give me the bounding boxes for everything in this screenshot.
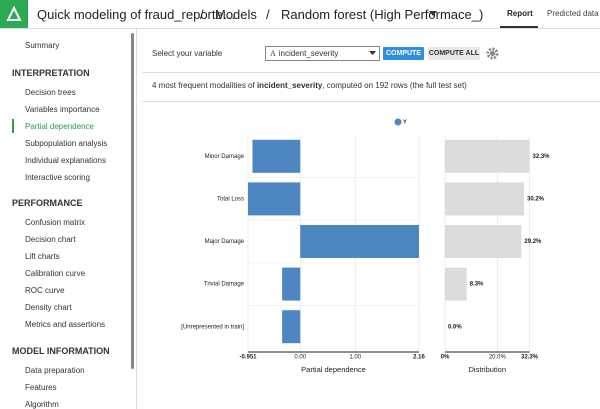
separator: /: [266, 7, 270, 22]
category-label: Minor Damage: [205, 154, 245, 160]
divider: [142, 101, 600, 102]
sidebar-item[interactable]: ROC curve: [25, 286, 65, 295]
x-tick-label: 32.3%: [521, 355, 539, 361]
summary-suffix: , computed on 192 rows (the full test se…: [322, 81, 467, 90]
select-caret: [369, 51, 376, 55]
sidebar-item[interactable]: Lift charts: [25, 252, 60, 262]
legend-label: Y: [403, 119, 407, 125]
dropdown-caret[interactable]: [428, 10, 438, 18]
x-tick-label: 2.16: [413, 355, 425, 361]
sidebar-item[interactable]: Metrics and assertions: [25, 319, 106, 329]
chart: -0.951 0.00 1.00 2.16 Partial dependence Mino…: [181, 118, 551, 374]
section-title: MODEL INFORMATION: [12, 345, 110, 356]
sidebar-item[interactable]: Subpopulation analysis: [25, 138, 108, 148]
bar: [282, 267, 301, 301]
bar: [248, 182, 301, 216]
sidebar-item[interactable]: Decision chart: [25, 235, 76, 245]
x-axis-title: Partial dependence: [301, 365, 366, 374]
bar: [445, 182, 525, 216]
category-label: Total Loss: [217, 196, 244, 202]
breadcrumb[interactable]: Models: [215, 7, 257, 22]
section-title: PERFORMANCE: [12, 198, 83, 209]
value-label: 29.2%: [524, 239, 542, 245]
scrollbar[interactable]: [131, 33, 134, 369]
sidebar-item[interactable]: Variables importance: [25, 104, 100, 114]
x-tick-label: 20.0%: [489, 355, 507, 361]
compute-button[interactable]: COMPUTE: [383, 47, 424, 60]
active-marker: [12, 118, 14, 133]
sidebar-item[interactable]: Data preparation: [25, 365, 85, 375]
bar: [282, 310, 301, 344]
sidebar-item[interactable]: Decision trees: [25, 88, 76, 97]
value-label: 0.0%: [448, 324, 462, 330]
variable-label: Select your variable: [152, 49, 223, 58]
variable-value: incident_severity: [278, 49, 339, 58]
bar: [445, 139, 530, 173]
sidebar-item[interactable]: Summary: [25, 41, 60, 50]
summary-variable: incident_severity: [256, 81, 323, 90]
value-label: 30.2%: [527, 196, 545, 202]
sidebar-item[interactable]: Confusion matrix: [25, 218, 86, 228]
x-tick-label: 0%: [441, 355, 450, 361]
sidebar-item[interactable]: Calibration curve: [25, 269, 86, 279]
sidebar-item[interactable]: Algorithm: [25, 399, 59, 409]
bar: [252, 139, 301, 173]
category-label: Trivial Damage: [204, 282, 245, 288]
divider: [142, 72, 600, 73]
x-tick-label: 0.00: [294, 355, 306, 361]
category-label: Major Damage: [205, 239, 245, 245]
category-label: [Unrepresented in train]: [181, 324, 244, 330]
legend-marker: [394, 118, 402, 126]
sidebar-item[interactable]: Density chart: [25, 302, 72, 312]
breadcrumb[interactable]: Random forest (High Performace_): [281, 7, 484, 22]
separator: /: [200, 7, 204, 22]
project-title[interactable]: Quick modeling of fraud_reporte…: [37, 7, 236, 22]
tab-active[interactable]: Report: [507, 9, 533, 18]
x-axis-title: Distribution: [468, 365, 506, 374]
tab[interactable]: Predicted data: [547, 9, 599, 18]
tab-underline: [500, 26, 538, 28]
bar: [300, 225, 419, 258]
settings-icon[interactable]: [486, 47, 499, 60]
section-title: INTERPRETATION: [12, 68, 90, 78]
sidebar-item[interactable]: Features: [25, 382, 57, 392]
bar: [445, 225, 522, 258]
logo[interactable]: [0, 0, 28, 28]
x-tick-label: 1.00: [349, 355, 361, 361]
summary-text: 4 most frequent modalities of incident_s…: [152, 81, 467, 90]
sidebar: Summary INTERPRETATION Decision trees Varia…: [0, 29, 137, 409]
summary-prefix: 4 most frequent modalities of: [152, 81, 257, 90]
value-label: 8.3%: [470, 282, 484, 288]
top-bar: Quick modeling of fraud_reporte… / Model…: [0, 0, 600, 29]
sidebar-item[interactable]: Interactive scoring: [25, 172, 90, 182]
sidebar-item[interactable]: Individual explanations: [25, 155, 106, 165]
value-label: 32.3%: [533, 154, 551, 160]
compute-all-button[interactable]: COMPUTE ALL: [428, 47, 480, 60]
logo-icon: [6, 5, 22, 21]
sidebar-item-active[interactable]: Partial dependence: [25, 121, 94, 131]
x-tick-label: -0.951: [239, 355, 257, 361]
type-icon: A: [270, 49, 276, 58]
bar: [445, 267, 467, 301]
